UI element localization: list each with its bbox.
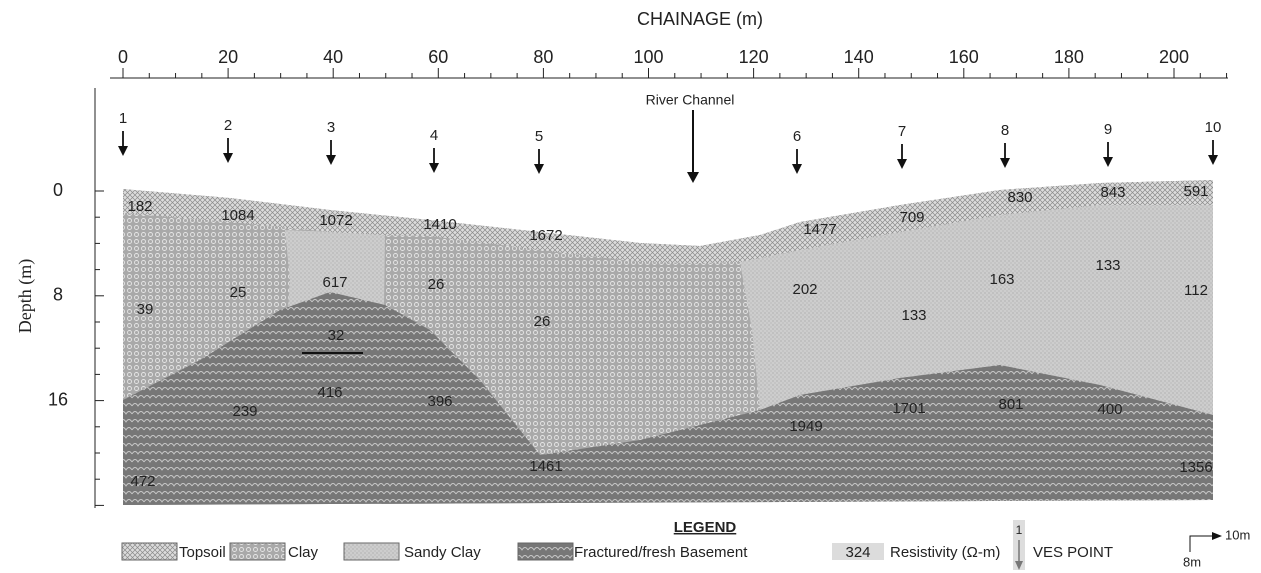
x-tick-label: 20 [218, 47, 238, 67]
resistivity-label: 32 [328, 327, 345, 344]
resistivity-label: 1949 [789, 418, 822, 435]
legend-sample: 1 [1016, 523, 1023, 537]
resistivity-label: 1701 [892, 400, 925, 417]
ves-label: 8 [1001, 122, 1009, 139]
legend-item: Sandy Clay [404, 544, 481, 561]
ves-label: 6 [793, 128, 801, 145]
ves-arrow-head [118, 146, 128, 156]
x-tick-label: 160 [949, 47, 979, 67]
resistivity-label: 400 [1097, 401, 1122, 418]
x-tick-label: 80 [533, 47, 553, 67]
resistivity-label: 830 [1007, 189, 1032, 206]
ves-arrow-head [897, 159, 907, 169]
resistivity-label: 1461 [529, 458, 562, 475]
resistivity-label: 1356 [1179, 459, 1212, 476]
resistivity-label: 182 [127, 198, 152, 215]
legend-swatch [518, 543, 573, 560]
resistivity-label: 163 [989, 271, 1014, 288]
ves-arrow-head [792, 164, 802, 174]
resistivity-label: 396 [427, 393, 452, 410]
resistivity-label: 26 [428, 276, 445, 293]
legend-sample: 324 [845, 544, 870, 561]
resistivity-label: 1084 [221, 207, 254, 224]
ves-label: 7 [898, 123, 906, 140]
ves-label: 9 [1104, 121, 1112, 138]
resistivity-label: 416 [317, 384, 342, 401]
resistivity-label: 801 [998, 396, 1023, 413]
resistivity-label: 1072 [319, 212, 352, 229]
scale-vertical: 8m [1183, 554, 1201, 569]
resistivity-label: 26 [534, 313, 551, 330]
ves-label: 2 [224, 117, 232, 134]
x-tick-label: 120 [739, 47, 769, 67]
resistivity-label: 591 [1183, 183, 1208, 200]
resistivity-label: 133 [901, 307, 926, 324]
scale-horizontal: 10m [1225, 527, 1250, 542]
legend-swatch [230, 543, 285, 560]
layers [123, 180, 1213, 505]
x-tick-label: 40 [323, 47, 343, 67]
legend-title: LEGEND [674, 519, 737, 536]
legend-swatch [122, 543, 177, 560]
ves-label: 10 [1205, 119, 1222, 136]
ves-arrow-head [1103, 157, 1113, 167]
resistivity-label: 617 [322, 274, 347, 291]
resistivity-label: 1410 [423, 216, 456, 233]
ves-label: 1 [119, 110, 127, 127]
resistivity-label: 25 [230, 284, 247, 301]
ves-arrow-head [429, 163, 439, 173]
x-tick-label: 140 [844, 47, 874, 67]
river-channel-label: River Channel [646, 92, 735, 108]
y-tick-label: 8 [53, 285, 63, 305]
ves-label: 3 [327, 119, 335, 136]
resistivity-label: 1477 [803, 221, 836, 238]
x-axis-title: CHAINAGE (m) [637, 9, 763, 29]
resistivity-label: 239 [232, 403, 257, 420]
x-tick-label: 0 [118, 47, 128, 67]
legend-item: Clay [288, 544, 319, 561]
ves-arrow-head [1000, 158, 1010, 168]
y-tick-label: 0 [53, 180, 63, 200]
resistivity-label: 39 [137, 301, 154, 318]
resistivity-label: 709 [899, 209, 924, 226]
resistivity-label: 133 [1095, 257, 1120, 274]
resistivity-label: 472 [130, 473, 155, 490]
resistivity-label: 1672 [529, 227, 562, 244]
scale-arrow-head [1212, 532, 1222, 540]
legend-swatch [344, 543, 399, 560]
resistivity-label: 843 [1100, 184, 1125, 201]
x-tick-label: 200 [1159, 47, 1189, 67]
y-tick-label: 16 [48, 389, 68, 409]
ves-label: 4 [430, 127, 438, 144]
legend-item: Topsoil [179, 544, 226, 561]
ves-label: 5 [535, 128, 543, 145]
legend-item: Fractured/fresh Basement [574, 544, 748, 561]
legend-item: Resistivity (Ω-m) [890, 544, 1000, 561]
ves-arrow-head [223, 153, 233, 163]
resistivity-label: 112 [1184, 282, 1208, 299]
section-diagram: CHAINAGE (m) 020406080100120140160180200… [0, 0, 1261, 573]
ves-arrow-head [1208, 155, 1218, 165]
scale-arrows [1190, 536, 1215, 552]
ves-arrow-head [534, 164, 544, 174]
x-tick-label: 60 [428, 47, 448, 67]
x-tick-label: 180 [1054, 47, 1084, 67]
y-axis-title: Depth (m) [15, 259, 36, 333]
x-tick-label: 100 [633, 47, 663, 67]
resistivity-label: 202 [792, 281, 817, 298]
river-arrow-head [687, 172, 699, 183]
ves-arrow-head [326, 155, 336, 165]
legend-item: VES POINT [1033, 544, 1113, 561]
